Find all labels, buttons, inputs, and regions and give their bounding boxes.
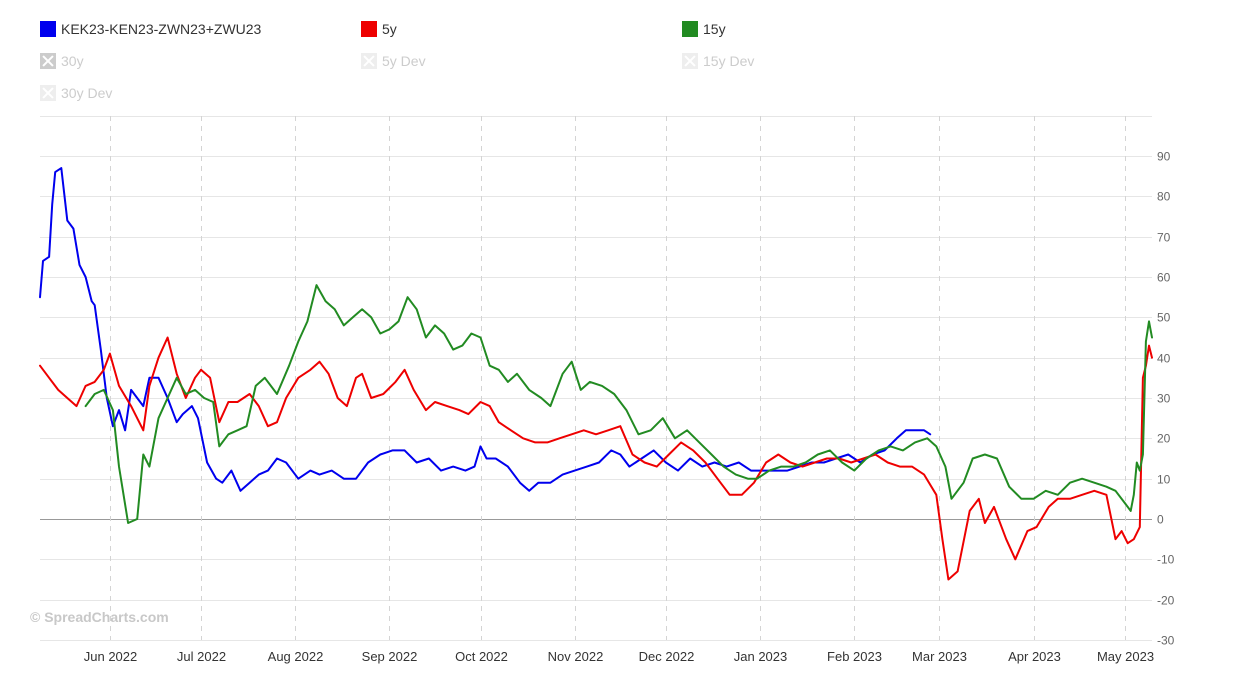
y-tick-label: -20 [1157, 594, 1175, 608]
x-tick-label: Oct 2022 [455, 649, 508, 664]
legend-item-spread[interactable]: KEK23-KEN23-ZWN23+ZWU23 [40, 21, 261, 37]
legend-item-30y[interactable]: 30y [40, 53, 84, 69]
x-tick-label: Jun 2022 [84, 649, 138, 664]
legend-label: KEK23-KEN23-ZWN23+ZWU23 [61, 21, 262, 37]
legend-disabled-icon [361, 53, 377, 69]
y-tick-label: 40 [1157, 352, 1171, 366]
legend-swatch-red [361, 21, 377, 37]
legend-label: 15y [703, 21, 726, 37]
x-tick-label: Mar 2023 [912, 649, 967, 664]
x-tick-label: Jul 2022 [177, 649, 226, 664]
y-tick-label: 0 [1157, 513, 1164, 527]
y-tick-label: 20 [1157, 432, 1171, 446]
y-tick-label: 80 [1157, 190, 1171, 204]
series-line-2 [84, 284, 1153, 524]
x-tick-label: Jan 2023 [734, 649, 788, 664]
legend-label: 5y Dev [382, 53, 426, 69]
y-tick-label: -10 [1157, 553, 1175, 567]
x-tick-label: Sep 2022 [362, 649, 418, 664]
y-tick-label: 60 [1157, 271, 1171, 285]
legend-item-5y[interactable]: 5y [361, 21, 397, 37]
legend-label: 15y Dev [703, 53, 755, 69]
series-line-1 [39, 336, 1153, 581]
x-tick-label: Aug 2022 [268, 649, 324, 664]
plot-area [40, 116, 1152, 640]
legend-label: 30y [61, 53, 84, 69]
legend-item-5y-dev[interactable]: 5y Dev [361, 53, 426, 69]
legend-swatch-green [682, 21, 698, 37]
watermark: © SpreadCharts.com [30, 609, 169, 625]
x-tick-label: May 2023 [1097, 649, 1154, 664]
x-tick-label: Nov 2022 [548, 649, 604, 664]
y-tick-label: 30 [1157, 392, 1171, 406]
chart-legend: KEK23-KEN23-ZWN23+ZWU23 5y 15y 30y 5y De… [0, 0, 1234, 110]
legend-label: 5y [382, 21, 397, 37]
x-tick-label: Feb 2023 [827, 649, 882, 664]
legend-disabled-icon [40, 53, 56, 69]
x-tick-label: Dec 2022 [639, 649, 695, 664]
legend-disabled-icon [682, 53, 698, 69]
y-tick-label: 10 [1157, 473, 1171, 487]
y-tick-label: 70 [1157, 231, 1171, 245]
series-line-0 [39, 167, 932, 492]
legend-swatch-blue [40, 21, 56, 37]
x-tick-label: Apr 2023 [1008, 649, 1061, 664]
legend-disabled-icon [40, 85, 56, 101]
legend-item-15y[interactable]: 15y [682, 21, 726, 37]
y-tick-label: 50 [1157, 311, 1171, 325]
legend-label: 30y Dev [61, 85, 113, 101]
legend-item-15y-dev[interactable]: 15y Dev [682, 53, 754, 69]
y-tick-label: -30 [1157, 634, 1175, 648]
y-tick-label: 90 [1157, 150, 1171, 164]
legend-item-30y-dev[interactable]: 30y Dev [40, 85, 112, 101]
